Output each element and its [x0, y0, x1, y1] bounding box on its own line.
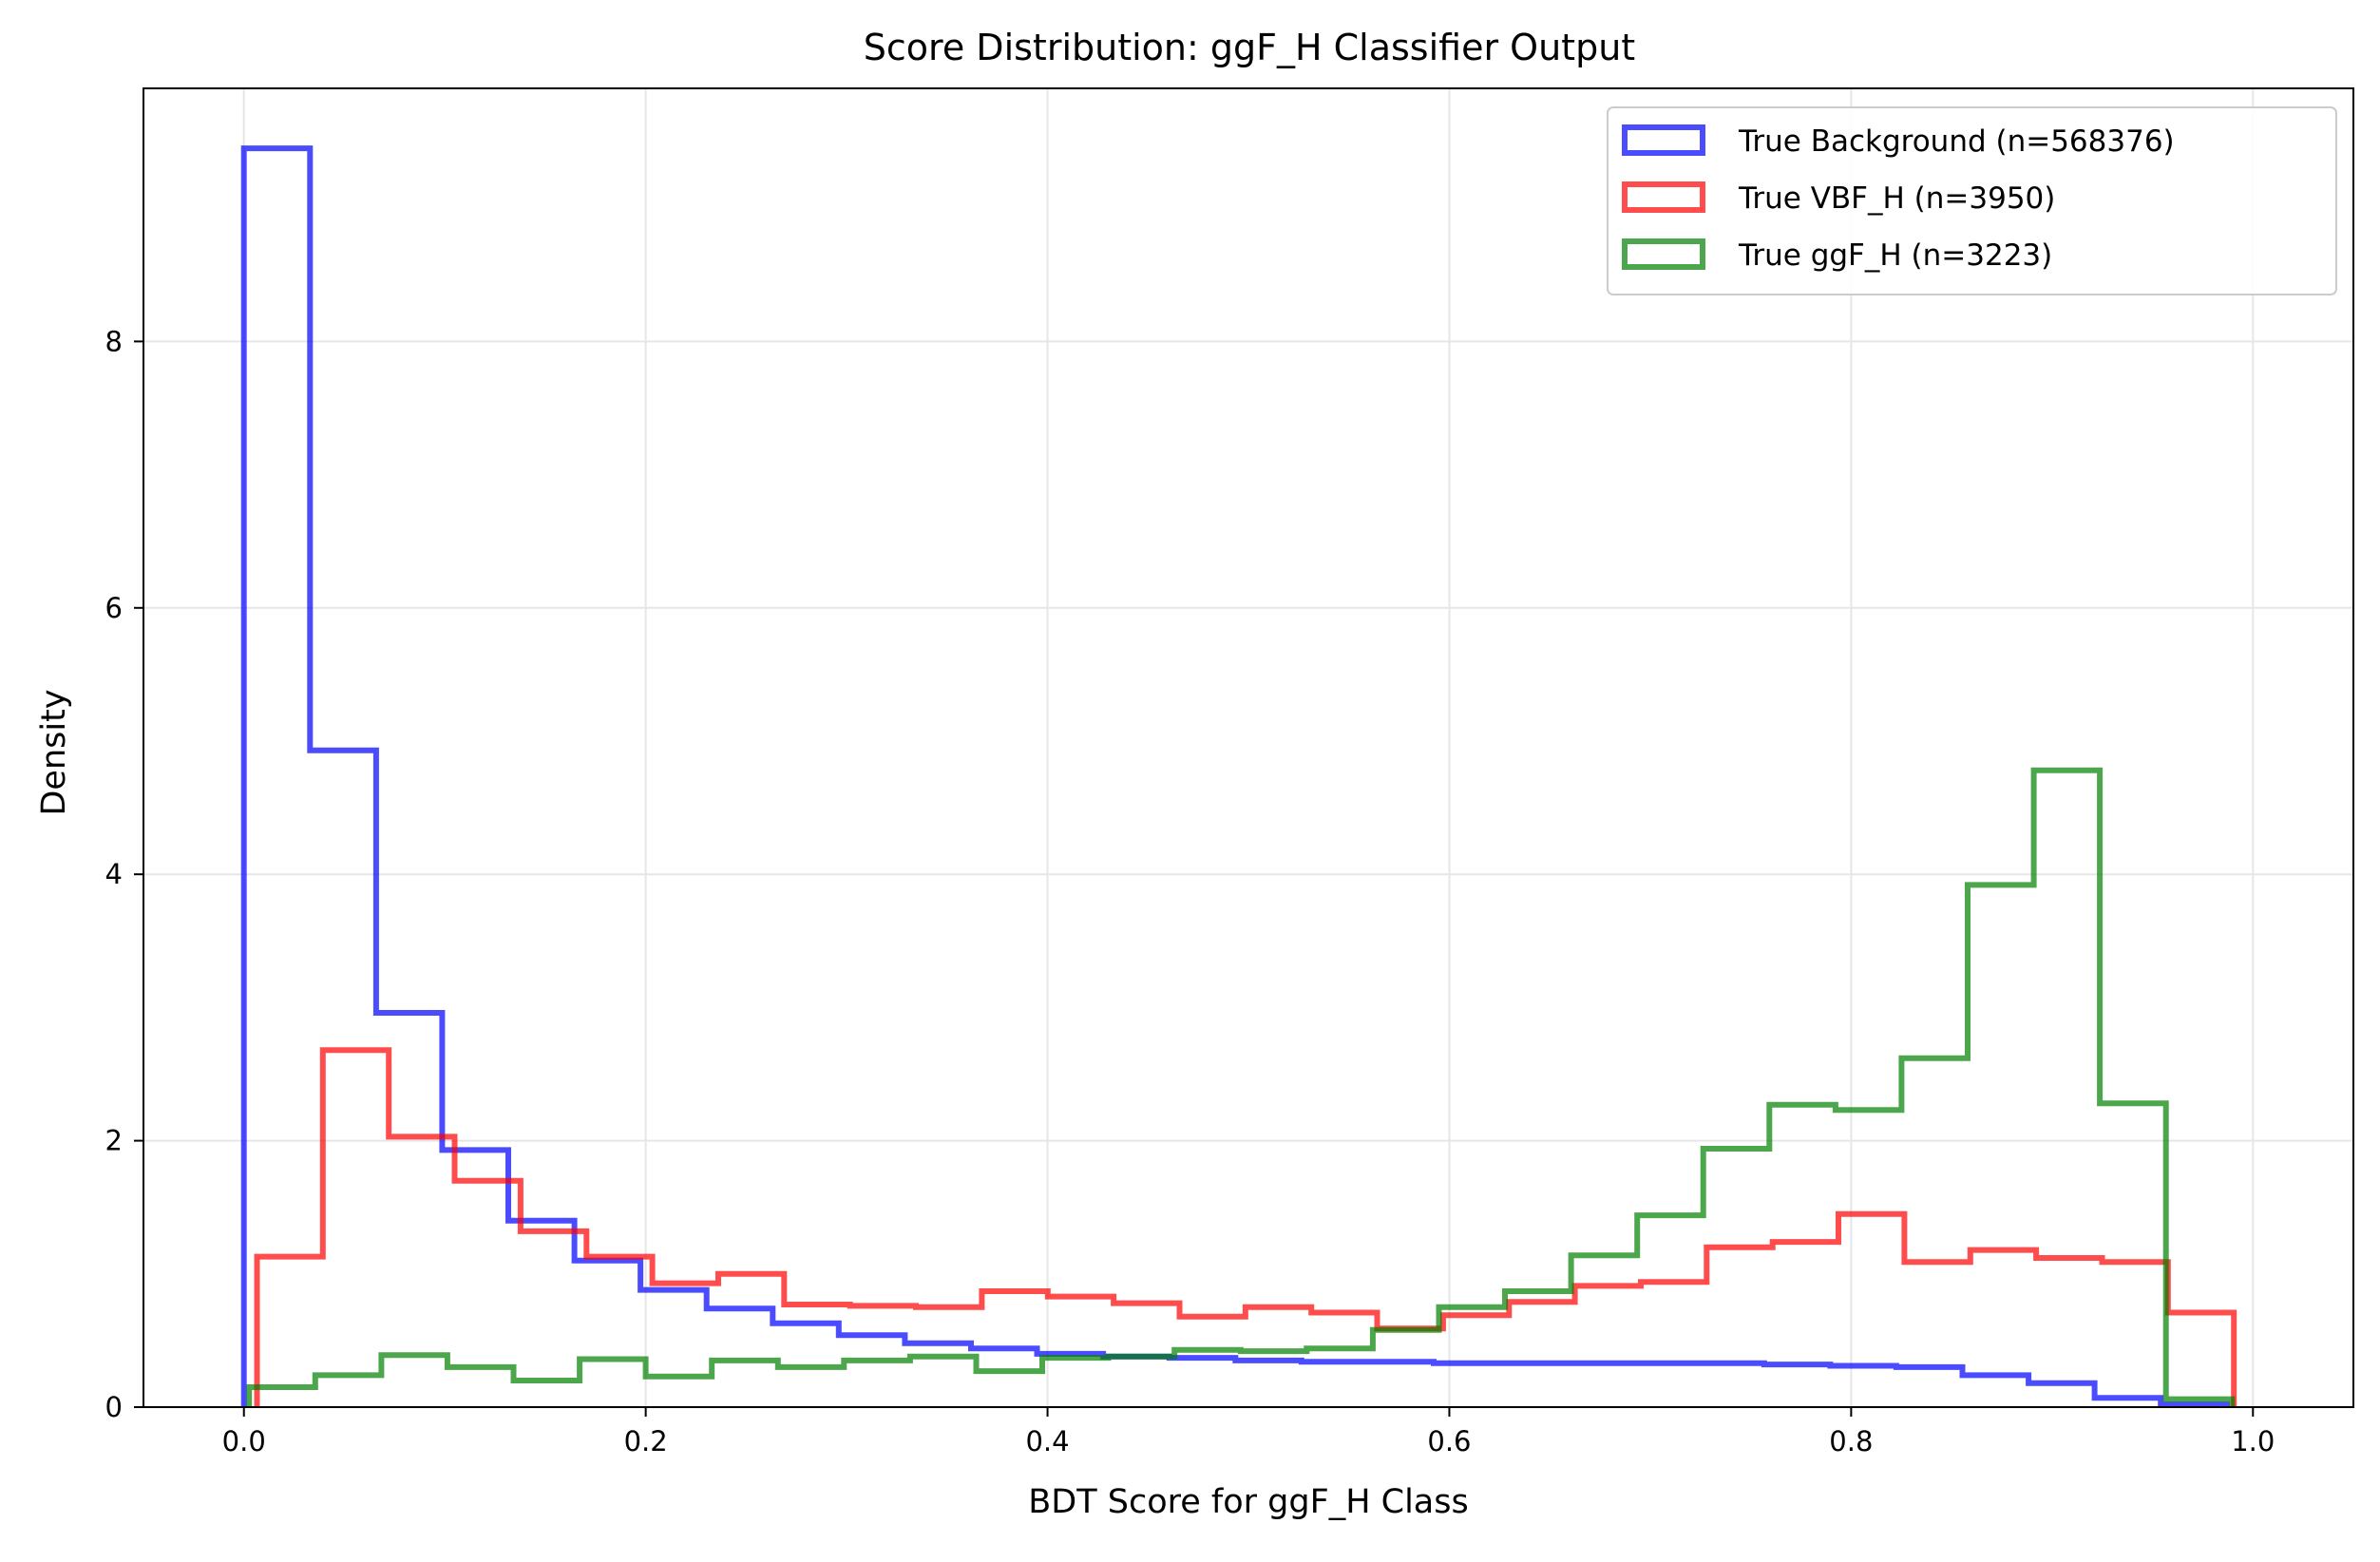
- y-tick-label: 2: [105, 1125, 123, 1157]
- y-axis-title: Density: [35, 689, 73, 815]
- plot-area-frame: [143, 87, 2354, 1408]
- legend-swatch-vbf: [1622, 181, 1705, 213]
- x-tick-label: 0.4: [1025, 1425, 1069, 1457]
- histogram-series: [240, 145, 2237, 1408]
- legend-label-background: True Background (n=568376): [1738, 124, 2175, 159]
- histogram-step-ggf: [246, 767, 2236, 1407]
- x-tick-label: 0.8: [1829, 1425, 1873, 1457]
- y-tick-label: 4: [105, 858, 123, 890]
- axis-ticks: 0.0 0.2 0.4 0.6 0.8 1.0 0 2 4 6 8: [105, 325, 2275, 1457]
- x-tick-label: 0.6: [1427, 1425, 1471, 1457]
- histogram-step-vbf: [254, 1047, 2237, 1407]
- legend-swatch-background: [1622, 124, 1705, 156]
- x-tick-label: 1.0: [2231, 1425, 2275, 1457]
- x-axis-title: BDT Score for ggF_H Class: [1028, 1483, 1468, 1521]
- y-tick-label: 0: [105, 1391, 123, 1423]
- x-tick-label: 0.0: [222, 1425, 266, 1457]
- y-tick-label: 8: [105, 325, 123, 357]
- chart-title: Score Distribution: ggF_H Classifier Out…: [864, 27, 1635, 68]
- y-tick-label: 6: [105, 592, 123, 624]
- legend-label-ggf: True ggF_H (n=3223): [1738, 238, 2052, 273]
- legend-swatch-ggf: [1622, 238, 1705, 270]
- x-tick-label: 0.2: [624, 1425, 668, 1457]
- legend-label-vbf: True VBF_H (n=3950): [1738, 181, 2055, 216]
- legend-box: [1607, 106, 2337, 295]
- legend: True Background (n=568376) True VBF_H (n…: [1607, 106, 2337, 295]
